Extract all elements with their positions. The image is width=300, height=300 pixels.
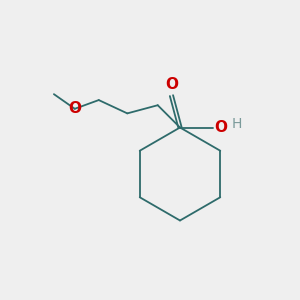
Text: H: H [232,118,242,131]
Text: O: O [68,101,81,116]
Text: O: O [165,77,178,92]
Text: O: O [214,120,227,135]
